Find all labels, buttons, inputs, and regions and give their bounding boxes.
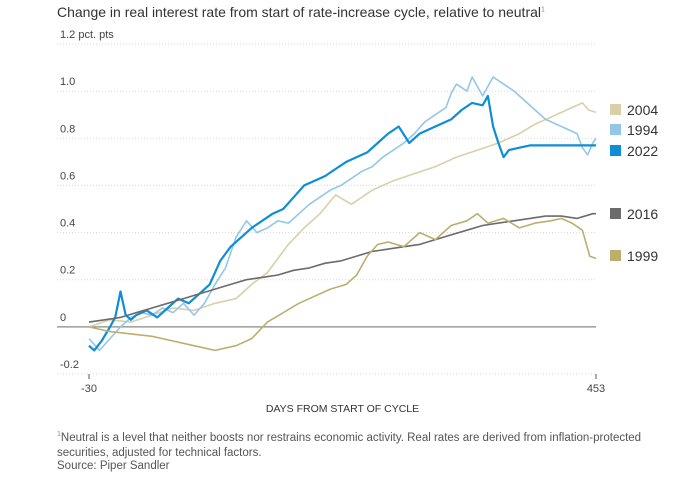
y-tick-label: 0 xyxy=(60,312,66,324)
series-line-2016 xyxy=(88,212,596,323)
series-line-1999 xyxy=(88,212,597,352)
series-line-2004 xyxy=(88,102,597,328)
series-lines xyxy=(88,76,597,352)
legend-label-2004: 2004 xyxy=(627,102,658,118)
legend-label-1994: 1994 xyxy=(627,122,658,138)
legend-label-1999: 1999 xyxy=(627,248,658,264)
y-tick-labels: 1.2 pct. pts 1.0 0.8 0.6 0.4 0.2 0 -0.2 xyxy=(60,29,114,371)
x-tick-label: -30 xyxy=(81,383,97,395)
y-tick-label: 1.2 pct. pts xyxy=(60,29,114,41)
source-note: Source: Piper Sandler xyxy=(57,460,170,472)
x-axis: -30 453 DAYS FROM START OF CYCLE xyxy=(81,374,605,415)
y-tick-label: 0.6 xyxy=(60,170,75,182)
y-tick-label: -0.2 xyxy=(60,359,79,371)
y-tick-label: 0.2 xyxy=(60,265,75,277)
footnote-marker: 1 xyxy=(57,431,61,438)
legend-label-2022: 2022 xyxy=(627,143,658,159)
legend-swatch-1999 xyxy=(610,250,621,261)
x-tick-label: 453 xyxy=(587,383,605,395)
series-line-2022 xyxy=(88,94,596,352)
legend-swatch-2016 xyxy=(610,208,621,219)
line-chart: 1.2 pct. pts 1.0 0.8 0.6 0.4 0.2 0 -0.2 -30 453 D… xyxy=(57,29,658,415)
footnote: 1Neutral is a level that neither boosts … xyxy=(57,431,642,459)
series-line-1994 xyxy=(88,76,597,352)
chart-title: Change in real interest rate from start … xyxy=(57,4,545,20)
y-tick-label: 0.4 xyxy=(60,218,75,230)
title-footnote-marker: 1 xyxy=(541,6,545,14)
x-axis-label: DAYS FROM START OF CYCLE xyxy=(266,403,419,415)
y-tick-label: 0.8 xyxy=(60,123,75,135)
legend-swatch-2004 xyxy=(610,104,621,115)
y-tick-label: 1.0 xyxy=(60,76,75,88)
legend-swatch-1994 xyxy=(610,124,621,135)
gridlines xyxy=(57,43,596,375)
legend: 2004 1994 2022 2016 1999 xyxy=(610,102,658,264)
legend-label-2016: 2016 xyxy=(627,206,658,222)
legend-swatch-2022 xyxy=(610,145,621,156)
